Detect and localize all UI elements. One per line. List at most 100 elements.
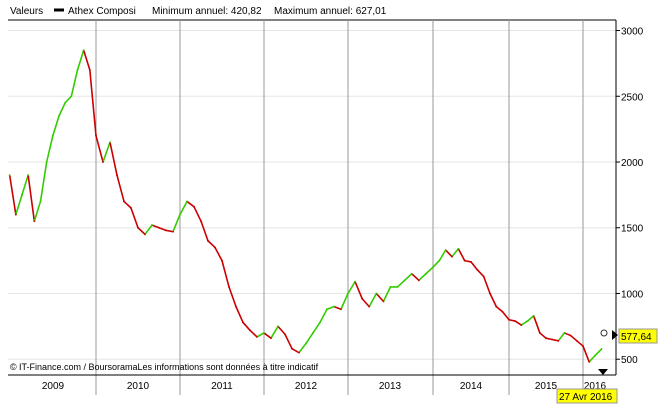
- series-segment: [27, 174, 36, 222]
- x-tick-label: 2009: [42, 381, 65, 392]
- data-point: [58, 115, 60, 117]
- series-segment: [144, 224, 153, 236]
- series-segment: [514, 320, 523, 326]
- footer-text: IT-Finance.com / BoursoramaLes informati…: [19, 362, 319, 372]
- data-point: [463, 259, 466, 262]
- series-segment: [526, 315, 535, 322]
- series-segment: [45, 134, 54, 163]
- series-segment: [21, 174, 29, 196]
- series-segment: [396, 279, 406, 288]
- legend-instrument: Athex Composi: [68, 6, 136, 17]
- series-segment: [179, 200, 188, 216]
- series-segment: [368, 292, 378, 308]
- y-tick-label: 2000: [621, 158, 644, 169]
- x-tick-label: 2015: [535, 381, 558, 392]
- series-segment: [123, 200, 132, 209]
- series-segment: [432, 259, 441, 268]
- series-segment: [582, 345, 590, 363]
- y-tick-label: 500: [621, 355, 638, 366]
- series-segment: [539, 332, 547, 339]
- last-value-label: 577,64: [621, 332, 652, 343]
- data-point: [451, 255, 453, 258]
- data-point: [33, 220, 36, 223]
- data-point: [368, 305, 371, 308]
- data-point: [538, 332, 541, 334]
- data-point: [95, 134, 97, 137]
- series-segment: [52, 115, 60, 137]
- series-segment: [444, 249, 453, 258]
- data-point: [221, 259, 223, 262]
- data-point: [417, 279, 420, 282]
- series-segment: [403, 272, 413, 282]
- data-point: [200, 220, 202, 223]
- data-point: [242, 321, 244, 324]
- data-point: [545, 337, 547, 340]
- series-segment: [109, 141, 118, 176]
- data-point: [130, 207, 132, 209]
- series-segment: [130, 207, 139, 229]
- x-tick-label: 2012: [295, 381, 318, 392]
- data-point: [476, 268, 479, 271]
- series-segment: [470, 261, 479, 271]
- data-point: [470, 261, 472, 263]
- series-segment: [76, 49, 85, 71]
- data-point: [389, 286, 392, 288]
- series-segment: [89, 69, 97, 137]
- series-segment: [165, 229, 174, 233]
- data-point: [444, 249, 447, 251]
- data-point: [151, 224, 153, 227]
- series-segment: [58, 102, 66, 117]
- x-tick-label: 2011: [211, 381, 233, 392]
- series-segment: [172, 213, 181, 233]
- series-segment: [319, 308, 328, 324]
- series-segment: [221, 259, 230, 288]
- grid-layer: [8, 20, 616, 395]
- series-segment: [137, 226, 146, 236]
- data-point: [326, 308, 328, 311]
- series-segment: [228, 286, 237, 308]
- data-point: [284, 333, 286, 336]
- data-point: [144, 233, 146, 236]
- data-point: [551, 338, 554, 341]
- series-segment: [594, 348, 603, 357]
- series-segment: [361, 297, 371, 308]
- data-point: [532, 314, 535, 317]
- data-point: [64, 101, 67, 104]
- axis-layer: 500 1000 1500 2000 2500 3000 2009 2010 2011 2012 2…: [42, 27, 644, 392]
- data-point: [193, 205, 195, 208]
- series-segment: [508, 318, 516, 322]
- series-segment: [545, 337, 553, 341]
- series-segment: [235, 305, 244, 324]
- series-segment: [557, 332, 566, 342]
- data-point: [569, 334, 572, 337]
- series-segment: [569, 334, 578, 342]
- data-point: [495, 305, 498, 308]
- series-segment: [193, 205, 202, 222]
- data-point: [207, 239, 209, 242]
- data-point: [165, 229, 167, 232]
- data-point: [396, 286, 399, 288]
- series-segment: [576, 340, 584, 347]
- series-segment: [489, 292, 498, 308]
- series-segment: [214, 246, 223, 262]
- legend-min: Minimum annuel: 420,82: [152, 6, 262, 17]
- series-segment: [270, 325, 279, 339]
- y-tick-label: 3000: [621, 27, 644, 38]
- data-point: [489, 292, 491, 295]
- data-point: [137, 226, 139, 229]
- data-point: [76, 69, 79, 71]
- data-point: [27, 174, 30, 177]
- series-segment: [501, 311, 510, 321]
- series-segment: [200, 220, 209, 242]
- data-point: [501, 310, 504, 313]
- series-segment: [532, 315, 541, 334]
- series-segment: [457, 247, 466, 262]
- data-point: [375, 292, 378, 295]
- data-point: [438, 259, 441, 262]
- x-tick-label: 2014: [460, 381, 483, 392]
- data-point: [340, 308, 342, 311]
- last-value-box: [618, 328, 658, 344]
- data-layer: [8, 49, 603, 363]
- series-segment: [186, 200, 195, 208]
